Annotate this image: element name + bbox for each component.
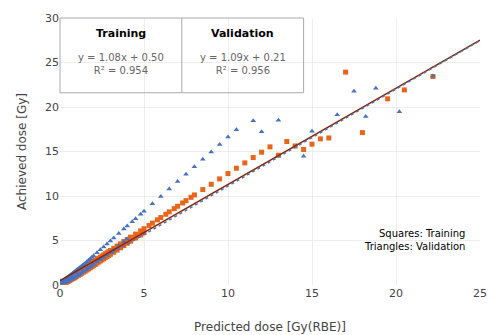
svg-text:Achieved dose [Gy]: Achieved dose [Gy]	[15, 93, 29, 210]
svg-text:20: 20	[389, 287, 403, 300]
svg-text:y = 1.09x + 0.21R² = 0.956: y = 1.09x + 0.21R² = 0.956	[200, 52, 286, 76]
svg-text:25: 25	[45, 56, 59, 69]
svg-text:5: 5	[52, 234, 59, 247]
svg-text:Training: Training	[96, 27, 146, 40]
svg-text:10: 10	[221, 287, 235, 300]
svg-text:y = 1.08x + 0.50R² = 0.954: y = 1.08x + 0.50R² = 0.954	[78, 52, 164, 76]
svg-text:Squares: TrainingTriangles: Va: Squares: TrainingTriangles: Validation	[364, 228, 465, 252]
svg-text:15: 15	[305, 287, 319, 300]
svg-text:0: 0	[52, 279, 59, 292]
svg-text:0: 0	[57, 287, 64, 300]
svg-text:5: 5	[141, 287, 148, 300]
svg-text:25: 25	[473, 287, 487, 300]
svg-text:10: 10	[45, 190, 59, 203]
svg-text:30: 30	[45, 12, 59, 25]
svg-text:Validation: Validation	[211, 27, 274, 40]
svg-text:15: 15	[45, 145, 59, 158]
svg-text:20: 20	[45, 101, 59, 114]
svg-text:Predicted dose [Gy(RBE)]: Predicted dose [Gy(RBE)]	[194, 320, 346, 334]
